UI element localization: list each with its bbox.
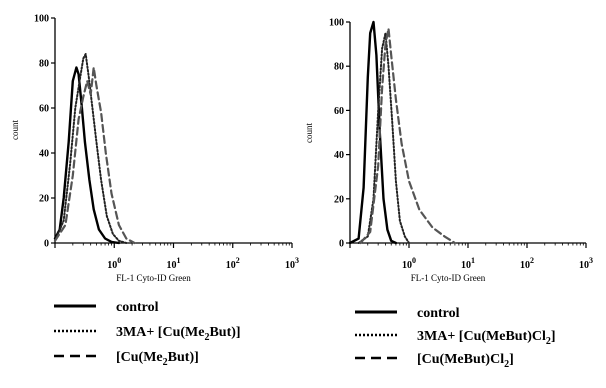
- series-line-dashed: [359, 27, 456, 245]
- y-axis-title: count: [304, 123, 314, 143]
- chart-panel-2: 0 20 40 60 80 100 100 101 102 103 count FL-1 Cyto-I…: [304, 18, 593, 284]
- y-tick-label: 60: [334, 106, 344, 117]
- y-tick-label: 80: [334, 62, 344, 73]
- x-tick-label: 102: [520, 256, 534, 271]
- series-line-solid: [53, 66, 121, 245]
- legend-1: control 3MA+ [Cu(Me2But)] [Cu(Me2But)]: [54, 300, 241, 368]
- legend-label: [Cu(MeBut)Cl2]: [417, 352, 514, 370]
- series-line-dotted: [357, 32, 410, 244]
- x-tick-label: 100: [107, 256, 121, 271]
- legend-label: control: [417, 306, 460, 321]
- y-tick-label: 80: [39, 59, 49, 70]
- y-tick-label: 60: [39, 104, 49, 115]
- x-tick-label: 102: [226, 256, 240, 271]
- y-tick-label: 20: [334, 194, 344, 205]
- y-tick-label: 20: [39, 194, 49, 205]
- x-axis-title: FL-1 Cyto-ID Green: [411, 273, 486, 283]
- y-tick-label: 40: [334, 150, 344, 161]
- x-tick-label: 103: [579, 256, 593, 271]
- y-tick-label: 100: [329, 18, 344, 29]
- series-line-dashed: [53, 66, 136, 245]
- y-tick-label: 40: [39, 149, 49, 160]
- x-tick-label: 103: [285, 256, 299, 271]
- legend-label: 3MA+ [Cu(Me2But)]: [116, 325, 241, 343]
- y-tick-label: 0: [339, 239, 344, 250]
- legend-label: [Cu(Me2But)]: [116, 350, 199, 368]
- chart-panel-1: 0 20 40 60 80 100 100 101 102 103 count FL-1 Cyto-I…: [10, 14, 299, 284]
- y-tick-label: 0: [44, 239, 49, 250]
- x-tick-label: 101: [167, 256, 181, 271]
- y-axis-title: count: [10, 120, 20, 140]
- x-tick-label: 101: [461, 256, 475, 271]
- x-axis-title: FL-1 Cyto-ID Green: [116, 273, 191, 283]
- legend-2: control 3MA+ [Cu(MeBut)Cl2] [Cu(MeBut)Cl2]: [355, 306, 556, 370]
- series-line-solid: [348, 20, 398, 245]
- series-line-dotted: [54, 53, 128, 244]
- legend-label: 3MA+ [Cu(MeBut)Cl2]: [417, 329, 556, 347]
- y-tick-label: 100: [34, 14, 49, 25]
- legend-label: control: [116, 300, 159, 315]
- x-tick-label: 100: [402, 256, 416, 271]
